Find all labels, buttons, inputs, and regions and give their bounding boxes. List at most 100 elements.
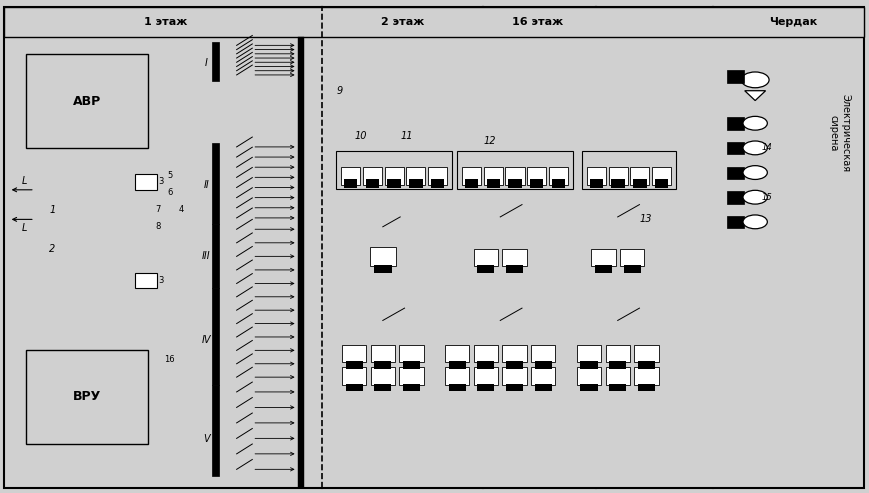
Bar: [726, 191, 743, 204]
Text: IV: IV: [202, 335, 210, 345]
Bar: [527, 167, 546, 185]
Bar: [369, 246, 395, 266]
Bar: [530, 367, 554, 385]
Text: 2 этаж: 2 этаж: [381, 17, 424, 27]
Bar: [529, 179, 543, 188]
Bar: [335, 151, 452, 189]
Bar: [726, 167, 743, 179]
Bar: [26, 350, 148, 444]
Circle shape: [742, 190, 766, 204]
Bar: [505, 167, 524, 185]
Bar: [384, 167, 403, 185]
Text: 6: 6: [167, 188, 172, 197]
Bar: [654, 179, 667, 188]
Text: Чердак: Чердак: [768, 17, 817, 27]
Bar: [461, 167, 481, 185]
Bar: [576, 345, 600, 362]
Bar: [634, 367, 658, 385]
Bar: [591, 249, 615, 266]
Bar: [448, 361, 465, 369]
Bar: [212, 288, 219, 385]
Bar: [402, 361, 420, 369]
Circle shape: [742, 166, 766, 179]
Text: Электрическая
сирена: Электрическая сирена: [828, 94, 849, 172]
Bar: [502, 249, 527, 266]
Bar: [135, 273, 156, 288]
Bar: [726, 142, 743, 154]
Bar: [501, 367, 526, 385]
Bar: [362, 167, 381, 185]
Text: 1 этаж: 1 этаж: [143, 17, 187, 27]
Bar: [399, 367, 423, 385]
Text: 14: 14: [761, 143, 772, 152]
Text: III: III: [202, 251, 210, 261]
Bar: [297, 37, 303, 488]
Bar: [464, 179, 478, 188]
Bar: [408, 179, 422, 188]
Bar: [652, 167, 671, 185]
Bar: [506, 361, 522, 369]
Bar: [365, 179, 379, 188]
Bar: [402, 384, 420, 391]
Bar: [341, 167, 360, 185]
Bar: [448, 384, 465, 391]
Bar: [473, 367, 497, 385]
Bar: [4, 7, 322, 488]
Bar: [343, 179, 357, 188]
Circle shape: [742, 116, 766, 130]
Bar: [576, 367, 600, 385]
Bar: [483, 167, 502, 185]
Text: 12: 12: [483, 136, 495, 145]
Bar: [342, 345, 366, 362]
Bar: [345, 361, 362, 369]
Bar: [594, 265, 611, 273]
Text: 5: 5: [167, 171, 172, 179]
Bar: [726, 70, 743, 83]
Bar: [374, 265, 391, 273]
Bar: [406, 167, 425, 185]
Text: 10: 10: [355, 131, 367, 141]
Bar: [342, 367, 366, 385]
Bar: [726, 117, 743, 130]
Bar: [444, 367, 469, 385]
Bar: [212, 143, 219, 224]
Bar: [212, 42, 219, 81]
Bar: [608, 167, 627, 185]
Bar: [633, 179, 646, 188]
Polygon shape: [744, 91, 765, 101]
Circle shape: [742, 141, 766, 155]
Text: L: L: [22, 223, 27, 233]
Bar: [486, 179, 500, 188]
Bar: [634, 345, 658, 362]
Bar: [580, 384, 597, 391]
Text: 2: 2: [49, 244, 56, 254]
Bar: [637, 361, 654, 369]
Bar: [456, 151, 573, 189]
Text: 11: 11: [401, 131, 413, 141]
Bar: [428, 167, 447, 185]
Bar: [589, 179, 602, 188]
Bar: [473, 249, 497, 266]
Bar: [501, 345, 526, 362]
Text: 3: 3: [158, 177, 163, 186]
Text: 16 этаж: 16 этаж: [512, 17, 562, 27]
Bar: [374, 384, 391, 391]
Bar: [534, 361, 551, 369]
Bar: [506, 265, 522, 273]
Text: 4: 4: [178, 205, 183, 214]
Text: V: V: [202, 434, 209, 444]
Bar: [608, 361, 626, 369]
Bar: [399, 345, 423, 362]
Text: II: II: [203, 180, 209, 190]
Circle shape: [742, 215, 766, 229]
Bar: [587, 167, 605, 185]
Bar: [374, 361, 391, 369]
Bar: [506, 384, 522, 391]
Bar: [623, 265, 640, 273]
Bar: [4, 7, 863, 37]
Bar: [430, 179, 444, 188]
Text: ВРУ: ВРУ: [73, 390, 101, 403]
Bar: [548, 167, 567, 185]
Text: I: I: [204, 58, 208, 68]
Text: L: L: [22, 176, 27, 186]
